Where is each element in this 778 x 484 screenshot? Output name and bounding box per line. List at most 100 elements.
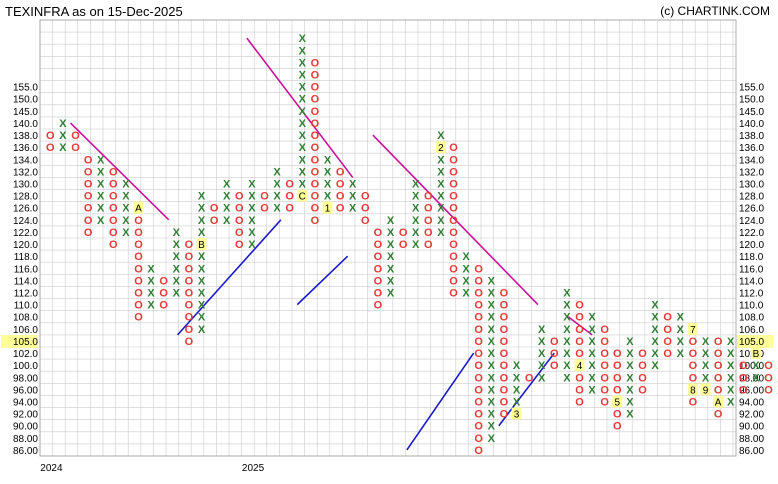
- o-mark: O: [500, 409, 509, 421]
- o-mark: O: [500, 324, 509, 336]
- x-mark: X: [122, 191, 130, 203]
- o-mark: O: [613, 360, 622, 372]
- o-mark: O: [84, 215, 93, 227]
- x-mark: X: [412, 215, 420, 227]
- x-mark: X: [513, 372, 521, 384]
- x-mark: X: [122, 203, 130, 215]
- o-mark: O: [449, 251, 458, 263]
- support-line: [296, 255, 349, 306]
- x-mark: X: [248, 227, 256, 239]
- x-mark: X: [248, 239, 256, 251]
- o-mark: O: [361, 191, 370, 203]
- o-mark: O: [185, 312, 194, 324]
- y-tick-label: 108.0: [739, 313, 764, 324]
- o-mark: O: [689, 360, 698, 372]
- x-mark: X: [437, 203, 445, 215]
- o-mark: O: [474, 445, 483, 457]
- o-mark: O: [474, 275, 483, 287]
- o-mark: O: [285, 179, 294, 191]
- y-tick-label: 150.0: [739, 95, 764, 106]
- y-tick-label: 134.0: [739, 155, 764, 166]
- x-mark: X: [198, 324, 206, 336]
- o-mark: O: [500, 288, 509, 300]
- x-mark: X: [563, 360, 571, 372]
- x-mark: X: [727, 360, 735, 372]
- x-mark: X: [299, 57, 307, 69]
- o-mark: O: [500, 360, 509, 372]
- x-mark: X: [273, 203, 281, 215]
- y-tick-label: 140.0: [739, 119, 764, 130]
- x-mark: X: [299, 179, 307, 191]
- month-marker: 7: [690, 325, 696, 336]
- o-mark: O: [739, 384, 748, 396]
- y-tick-label: 128.0: [13, 192, 38, 203]
- x-mark: X: [702, 372, 710, 384]
- o-mark: O: [374, 251, 383, 263]
- o-mark: O: [714, 360, 723, 372]
- o-mark: O: [638, 372, 647, 384]
- x-mark: X: [677, 312, 685, 324]
- y-tick-label: 100.0: [13, 361, 38, 372]
- o-mark: O: [109, 166, 118, 178]
- o-mark: O: [575, 300, 584, 312]
- o-mark: O: [185, 300, 194, 312]
- x-mark: X: [651, 312, 659, 324]
- o-mark: O: [185, 263, 194, 275]
- o-mark: O: [235, 239, 244, 251]
- month-marker-bg: [750, 347, 761, 360]
- x-mark: X: [273, 191, 281, 203]
- x-mark: X: [198, 215, 206, 227]
- month-marker: 5: [615, 398, 621, 409]
- o-mark: O: [84, 191, 93, 203]
- x-mark: X: [488, 312, 496, 324]
- month-marker: 8: [690, 385, 696, 396]
- o-mark: O: [134, 215, 143, 227]
- x-mark: X: [488, 360, 496, 372]
- o-mark: O: [159, 275, 168, 287]
- support-line: [498, 352, 555, 427]
- x-mark: X: [97, 166, 105, 178]
- o-mark: O: [764, 372, 773, 384]
- y-tick-label: 98.00: [739, 373, 764, 384]
- x-mark: X: [626, 336, 634, 348]
- x-mark: X: [299, 142, 307, 154]
- y-tick-label: 128.0: [739, 192, 764, 203]
- o-mark: O: [109, 239, 118, 251]
- x-mark: X: [437, 179, 445, 191]
- x-mark: X: [173, 227, 181, 239]
- x-mark: X: [299, 154, 307, 166]
- o-mark: O: [46, 130, 55, 142]
- o-mark: O: [159, 300, 168, 312]
- o-mark: O: [613, 372, 622, 384]
- o-mark: O: [474, 336, 483, 348]
- x-mark: X: [147, 288, 155, 300]
- y-tick-label: 105.0: [739, 337, 764, 348]
- o-mark: O: [449, 263, 458, 275]
- x-mark: X: [122, 215, 130, 227]
- o-mark: O: [311, 191, 320, 203]
- o-mark: O: [311, 142, 320, 154]
- x-mark: X: [588, 336, 596, 348]
- o-mark: O: [613, 384, 622, 396]
- x-mark: X: [488, 324, 496, 336]
- y-tick-label: 136.0: [739, 143, 764, 154]
- x-mark: X: [727, 336, 735, 348]
- x-mark: X: [198, 251, 206, 263]
- o-mark: O: [336, 166, 345, 178]
- o-mark: O: [575, 384, 584, 396]
- month-marker-bg: [435, 141, 446, 154]
- month-marker-bg: [196, 238, 207, 251]
- o-mark: O: [474, 288, 483, 300]
- x-mark: X: [626, 384, 634, 396]
- o-mark: O: [424, 215, 433, 227]
- x-mark: X: [97, 215, 105, 227]
- x-mark: X: [122, 227, 130, 239]
- month-marker-bg: [687, 383, 698, 396]
- resistance-line: [69, 122, 170, 221]
- o-mark: O: [374, 300, 383, 312]
- y-tick-label: 120.0: [739, 240, 764, 251]
- y-tick-label: 130.0: [13, 180, 38, 191]
- month-marker: 9: [703, 385, 709, 396]
- y-tick-label: 112.0: [739, 289, 764, 300]
- o-mark: O: [134, 288, 143, 300]
